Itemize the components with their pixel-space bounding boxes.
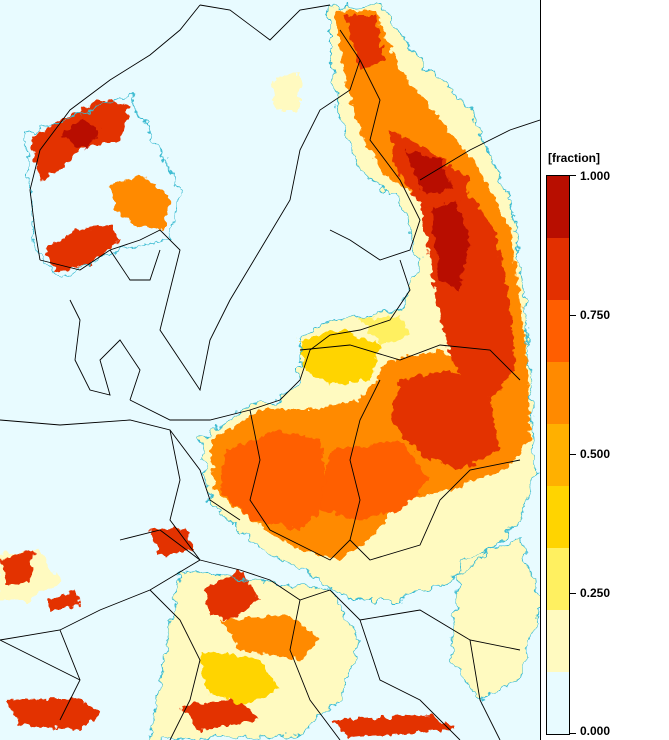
fraction-field-south xyxy=(0,528,455,738)
legend-label-0500: 0.500 xyxy=(580,447,611,461)
legend-tick-1000 xyxy=(570,175,576,176)
fraction-field-high xyxy=(210,10,530,560)
legend-swatch xyxy=(547,424,569,486)
legend-label-0250: 0.250 xyxy=(580,586,611,600)
map-canvas xyxy=(0,4,540,740)
legend-tick-0500 xyxy=(570,454,576,455)
legend-swatch xyxy=(547,610,569,672)
legend-swatch xyxy=(547,548,569,610)
legend-title: [fraction] xyxy=(548,151,600,165)
legend-tick-0250 xyxy=(570,593,576,594)
legend-tick-0750 xyxy=(570,315,576,316)
coastlines-and-borders xyxy=(0,4,540,740)
legend-swatch xyxy=(547,672,569,734)
legend-tick-0000 xyxy=(570,733,576,734)
legend-label-0750: 0.750 xyxy=(580,308,611,322)
legend-swatch xyxy=(547,300,569,362)
legend-swatch xyxy=(547,176,569,238)
legend-color-bar xyxy=(546,175,570,735)
legend-label-0000: 0.000 xyxy=(580,724,611,738)
legend-swatch xyxy=(547,362,569,424)
legend-swatch xyxy=(547,238,569,300)
fraction-field-norway xyxy=(30,100,170,272)
fraction-map xyxy=(0,0,541,740)
legend-swatch xyxy=(547,486,569,548)
legend-label-1000: 1.000 xyxy=(580,169,611,183)
